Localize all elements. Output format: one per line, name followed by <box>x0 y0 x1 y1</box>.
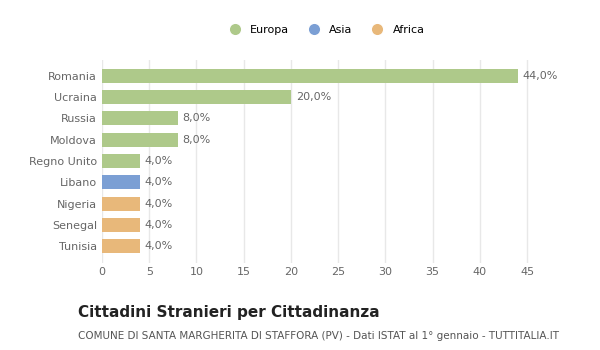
Bar <box>102 90 291 104</box>
Legend: Europa, Asia, Africa: Europa, Asia, Africa <box>219 20 429 39</box>
Text: 8,0%: 8,0% <box>182 113 211 123</box>
Bar <box>102 154 140 168</box>
Text: 4,0%: 4,0% <box>145 177 173 187</box>
Text: COMUNE DI SANTA MARGHERITA DI STAFFORA (PV) - Dati ISTAT al 1° gennaio - TUTTITA: COMUNE DI SANTA MARGHERITA DI STAFFORA (… <box>78 331 559 341</box>
Text: Cittadini Stranieri per Cittadinanza: Cittadini Stranieri per Cittadinanza <box>78 304 380 320</box>
Bar <box>102 111 178 125</box>
Text: 4,0%: 4,0% <box>145 241 173 251</box>
Bar <box>102 175 140 189</box>
Bar <box>102 218 140 232</box>
Text: 4,0%: 4,0% <box>145 199 173 209</box>
Bar <box>102 69 518 83</box>
Bar <box>102 239 140 253</box>
Text: 4,0%: 4,0% <box>145 156 173 166</box>
Text: 44,0%: 44,0% <box>523 71 558 80</box>
Text: 20,0%: 20,0% <box>296 92 331 102</box>
Text: 4,0%: 4,0% <box>145 220 173 230</box>
Text: 8,0%: 8,0% <box>182 135 211 145</box>
Bar <box>102 133 178 147</box>
Bar <box>102 197 140 211</box>
